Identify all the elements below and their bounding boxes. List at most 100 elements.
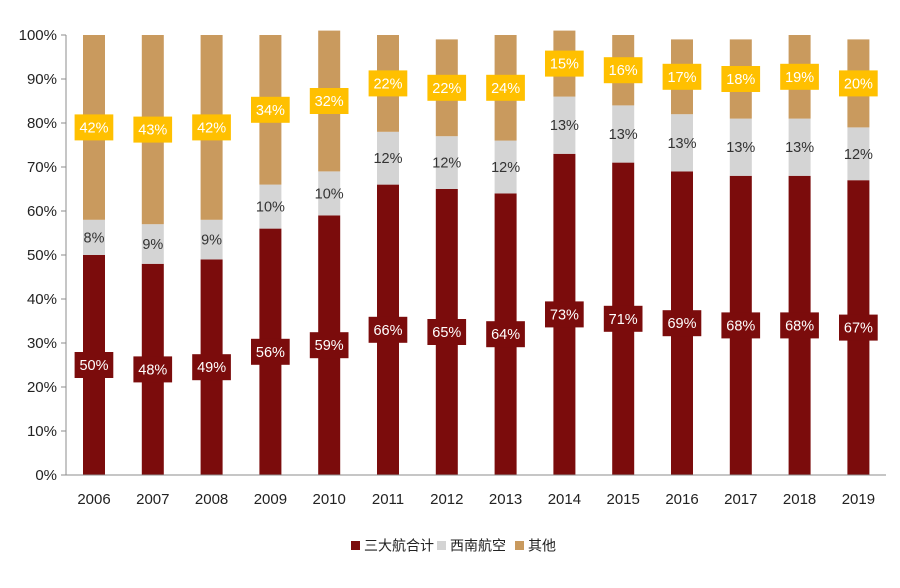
data-label-bg-2010-series-3 (309, 88, 349, 114)
legend: 三大航合计 西南航空 其他 (351, 539, 556, 555)
bar-2019-series-2 (847, 127, 870, 181)
data-label-2008-series-1: 49% (197, 360, 226, 376)
data-label-bg-2010-series-1 (309, 332, 349, 359)
x-tick-label-2011: 2011 (372, 491, 404, 508)
legend-label-series-3: 其他 (528, 539, 556, 555)
data-label-2011-series-1: 66% (373, 323, 402, 339)
x-tick-label-2007: 2007 (136, 491, 169, 508)
x-tick-label-2012: 2012 (430, 491, 463, 508)
data-label-2009-series-1: 56% (256, 345, 285, 361)
data-label-2010-series-2: 10% (315, 186, 344, 202)
x-tick-label-2013: 2013 (489, 491, 522, 508)
data-label-2012-series-1: 65% (432, 325, 461, 341)
data-label-2006-series-3: 42% (79, 120, 108, 136)
data-label-bg-2016-series-1 (662, 310, 702, 337)
data-label-bg-2008-series-1 (192, 354, 231, 381)
data-label-bg-2009-series-3 (251, 96, 290, 123)
data-label-bg-2009-series-1 (251, 338, 290, 365)
bar-2018-series-2 (788, 118, 811, 176)
data-label-2015-series-1: 71% (609, 312, 638, 328)
legend-swatch-series-1 (351, 541, 360, 550)
data-label-2011-series-2: 12% (373, 151, 402, 167)
data-label-2011-series-3: 22% (373, 76, 402, 92)
data-label-bg-2007-series-1 (133, 356, 173, 383)
x-tick-label-2014: 2014 (548, 491, 581, 508)
x-tick-label-2018: 2018 (783, 491, 816, 508)
data-label-bg-2012-series-1 (427, 319, 467, 345)
data-label-bg-2015-series-3 (603, 57, 643, 84)
data-label-2019-series-3: 20% (844, 76, 873, 92)
data-label-bg-2011-series-1 (368, 316, 408, 343)
data-label-2007-series-3: 43% (138, 123, 167, 139)
y-tick-label: 30% (27, 335, 57, 352)
y-tick-label: 10% (27, 423, 57, 440)
data-label-2009-series-2: 10% (256, 200, 285, 216)
data-label-bg-2018-series-1 (780, 312, 819, 339)
axes-layer: 2006 2007 2008 2009 2010 2011 2012 2013 2014 2015… (19, 27, 886, 508)
y-tick-label: 50% (27, 247, 57, 264)
data-label-2019-series-1: 67% (844, 321, 873, 337)
bar-2011-series-2 (377, 131, 399, 185)
data-labels-layer: 50% 8% 42% 48% 9% 43% 49% 9% 42% 56% 10% 34% 59% 10% 3… (74, 50, 878, 383)
data-label-2016-series-2: 13% (667, 136, 696, 152)
data-label-2009-series-3: 34% (256, 103, 285, 119)
data-label-bg-2011-series-3 (368, 70, 408, 97)
data-label-bg-2007-series-3 (133, 116, 173, 143)
data-label-2013-series-3: 24% (491, 81, 520, 97)
legend-swatch-series-3 (515, 541, 524, 550)
y-tick-label: 70% (27, 159, 57, 176)
legend-label-series-2: 西南航空 (450, 539, 506, 555)
x-tick-label-2008: 2008 (195, 491, 228, 508)
data-label-bg-2015-series-1 (603, 305, 643, 332)
data-label-2016-series-3: 17% (667, 70, 696, 86)
data-label-2010-series-1: 59% (315, 338, 344, 354)
data-label-2008-series-3: 42% (197, 120, 226, 136)
bar-2007-series-2 (141, 224, 164, 264)
data-label-2014-series-3: 15% (550, 57, 579, 73)
data-label-2014-series-1: 73% (550, 307, 579, 323)
x-tick-label-2019: 2019 (842, 491, 875, 508)
data-label-bg-2014-series-3 (545, 50, 584, 77)
x-tick-label-2006: 2006 (77, 491, 110, 508)
data-label-2019-series-2: 12% (844, 147, 873, 163)
data-label-bg-2012-series-3 (427, 74, 467, 101)
data-label-bg-2017-series-1 (721, 312, 761, 339)
data-label-2016-series-1: 69% (667, 316, 696, 332)
bar-2006-series-2 (83, 219, 105, 255)
x-tick-label-2010: 2010 (313, 491, 346, 508)
data-label-2007-series-1: 48% (138, 362, 167, 378)
legend-swatch-series-2 (437, 541, 446, 550)
data-label-bg-2016-series-3 (662, 63, 702, 90)
data-label-bg-2019-series-1 (839, 314, 878, 341)
data-label-2017-series-1: 68% (726, 318, 755, 334)
data-label-bg-2014-series-1 (545, 301, 584, 328)
data-label-bg-2013-series-3 (486, 74, 525, 101)
x-tick-label-2015: 2015 (607, 491, 640, 508)
data-label-2012-series-3: 22% (432, 81, 461, 97)
bars-layer (83, 30, 870, 476)
y-tick-label: 0% (35, 467, 57, 484)
bar-2010-series-2 (318, 171, 341, 216)
bar-2009-series-2 (259, 184, 282, 229)
data-label-bg-2013-series-1 (486, 321, 525, 348)
data-label-2018-series-2: 13% (785, 140, 814, 156)
data-label-bg-2017-series-3 (721, 66, 761, 92)
data-label-2017-series-3: 18% (726, 72, 755, 88)
data-label-bg-2006-series-1 (74, 352, 114, 378)
bar-2008-series-2 (200, 219, 223, 260)
data-label-2015-series-2: 13% (609, 127, 638, 143)
data-label-2017-series-2: 13% (726, 140, 755, 156)
data-label-2013-series-1: 64% (491, 327, 520, 343)
data-label-2010-series-3: 32% (315, 94, 344, 110)
legend-label-series-1: 三大航合计 (364, 539, 434, 555)
data-label-2013-series-2: 12% (491, 160, 520, 176)
y-tick-label: 90% (27, 71, 57, 88)
data-label-bg-2019-series-3 (839, 70, 878, 97)
data-label-2018-series-3: 19% (785, 70, 814, 86)
data-label-2012-series-2: 12% (432, 156, 461, 172)
data-label-bg-2018-series-3 (780, 63, 819, 90)
data-label-2008-series-2: 9% (201, 233, 222, 249)
x-tick-label-2009: 2009 (254, 491, 287, 508)
y-tick-label: 40% (27, 291, 57, 308)
